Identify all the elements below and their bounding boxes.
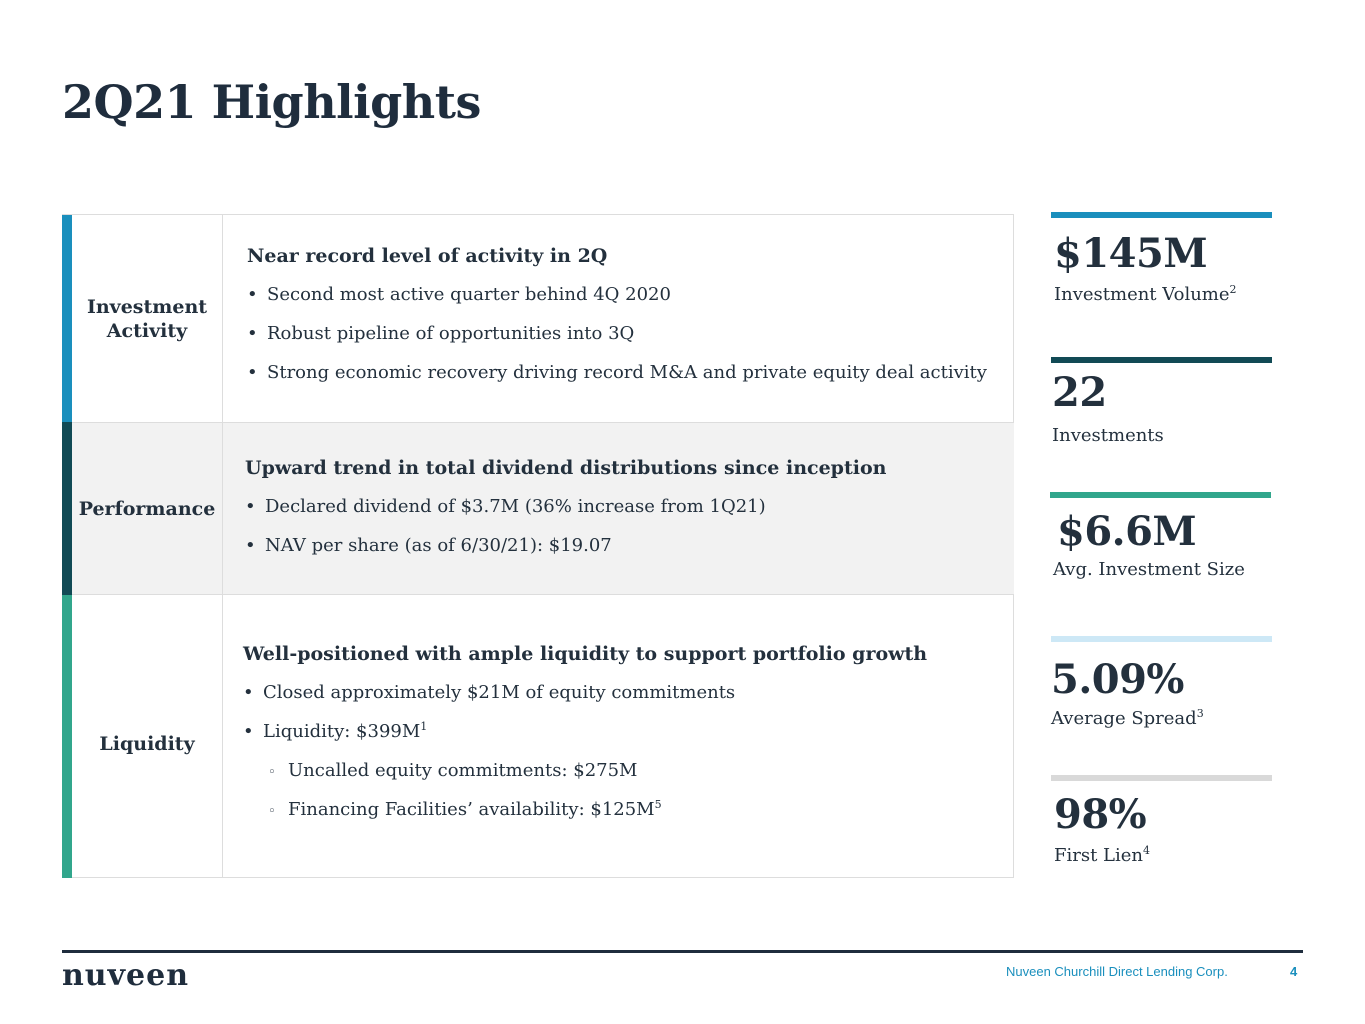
stat-value: 22 (1052, 369, 1107, 416)
performance-heading: Upward trend in total dividend distribut… (245, 457, 887, 479)
investment-activity-label: Investment Activity (72, 215, 223, 422)
stat-accent-bar (1051, 357, 1272, 363)
list-item: • Strong economic recovery driving record… (247, 362, 987, 383)
page-title: 2Q21 Highlights (62, 75, 481, 129)
stat-value: 98% (1054, 791, 1147, 838)
stat-accent-bar (1051, 212, 1272, 218)
stat-value: 5.09% (1051, 656, 1184, 703)
investment-label-line1: Investment (86, 295, 208, 318)
stat-average-spread: 5.09% Average Spread3 (1050, 636, 1272, 736)
footer-company-name: Nuveen Churchill Direct Lending Corp. (1006, 964, 1228, 979)
stat-avg-investment-size: $6.6M Avg. Investment Size (1050, 492, 1272, 592)
footer-rule (62, 950, 1303, 953)
performance-content: Upward trend in total dividend distribut… (223, 423, 1014, 594)
liquidity-label: Liquidity (72, 595, 223, 878)
list-item: • Declared dividend of $3.7M (36% increas… (245, 496, 766, 517)
nuveen-logo: nuveen (62, 958, 190, 993)
sub-list-item: ◦ Financing Facilities’ availability: $12… (268, 798, 662, 820)
page-number: 4 (1290, 964, 1298, 979)
stat-caption: First Lien4 (1054, 844, 1150, 866)
investment-label-line2: Activity (106, 319, 188, 342)
list-item: • Closed approximately $21M of equity com… (243, 682, 736, 703)
sub-list-item: ◦ Uncalled equity commitments: $275M (268, 760, 638, 781)
stat-caption: Investments (1052, 425, 1164, 446)
stat-first-lien: 98% First Lien4 (1050, 775, 1272, 875)
liquidity-accent-bar (62, 595, 72, 878)
stat-caption: Average Spread3 (1051, 707, 1204, 729)
list-item: • Second most active quarter behind 4Q 20… (247, 284, 671, 305)
stat-caption: Investment Volume2 (1054, 283, 1237, 305)
stat-accent-bar (1051, 775, 1272, 781)
liquidity-content: Well-positioned with ample liquidity to … (223, 595, 1014, 878)
stat-accent-bar (1051, 636, 1272, 642)
stat-investment-volume: $145M Investment Volume2 (1050, 212, 1272, 312)
performance-row: Performance Upward trend in total divide… (62, 422, 1014, 595)
liquidity-heading: Well-positioned with ample liquidity to … (243, 643, 928, 665)
performance-label: Performance (72, 423, 223, 594)
stat-caption: Avg. Investment Size (1053, 559, 1245, 580)
stat-investments: 22 Investments (1050, 357, 1272, 457)
investment-accent-bar (62, 215, 72, 422)
stat-value: $6.6M (1057, 508, 1197, 555)
list-item: • Liquidity: $399M1 (243, 720, 428, 742)
list-item: • NAV per share (as of 6/30/21): $19.07 (245, 535, 612, 556)
investment-heading: Near record level of activity in 2Q (247, 245, 608, 267)
investment-activity-content: Near record level of activity in 2Q • Sec… (223, 215, 1014, 422)
highlights-table: Investment Activity Near record level of… (62, 214, 1014, 878)
stat-accent-bar (1050, 492, 1271, 498)
list-item: • Robust pipeline of opportunities into 3… (247, 323, 635, 344)
liquidity-row: Liquidity Well-positioned with ample liq… (62, 595, 1014, 878)
stat-value: $145M (1054, 230, 1208, 277)
investment-activity-row: Investment Activity Near record level of… (62, 215, 1014, 422)
performance-accent-bar (62, 422, 72, 595)
